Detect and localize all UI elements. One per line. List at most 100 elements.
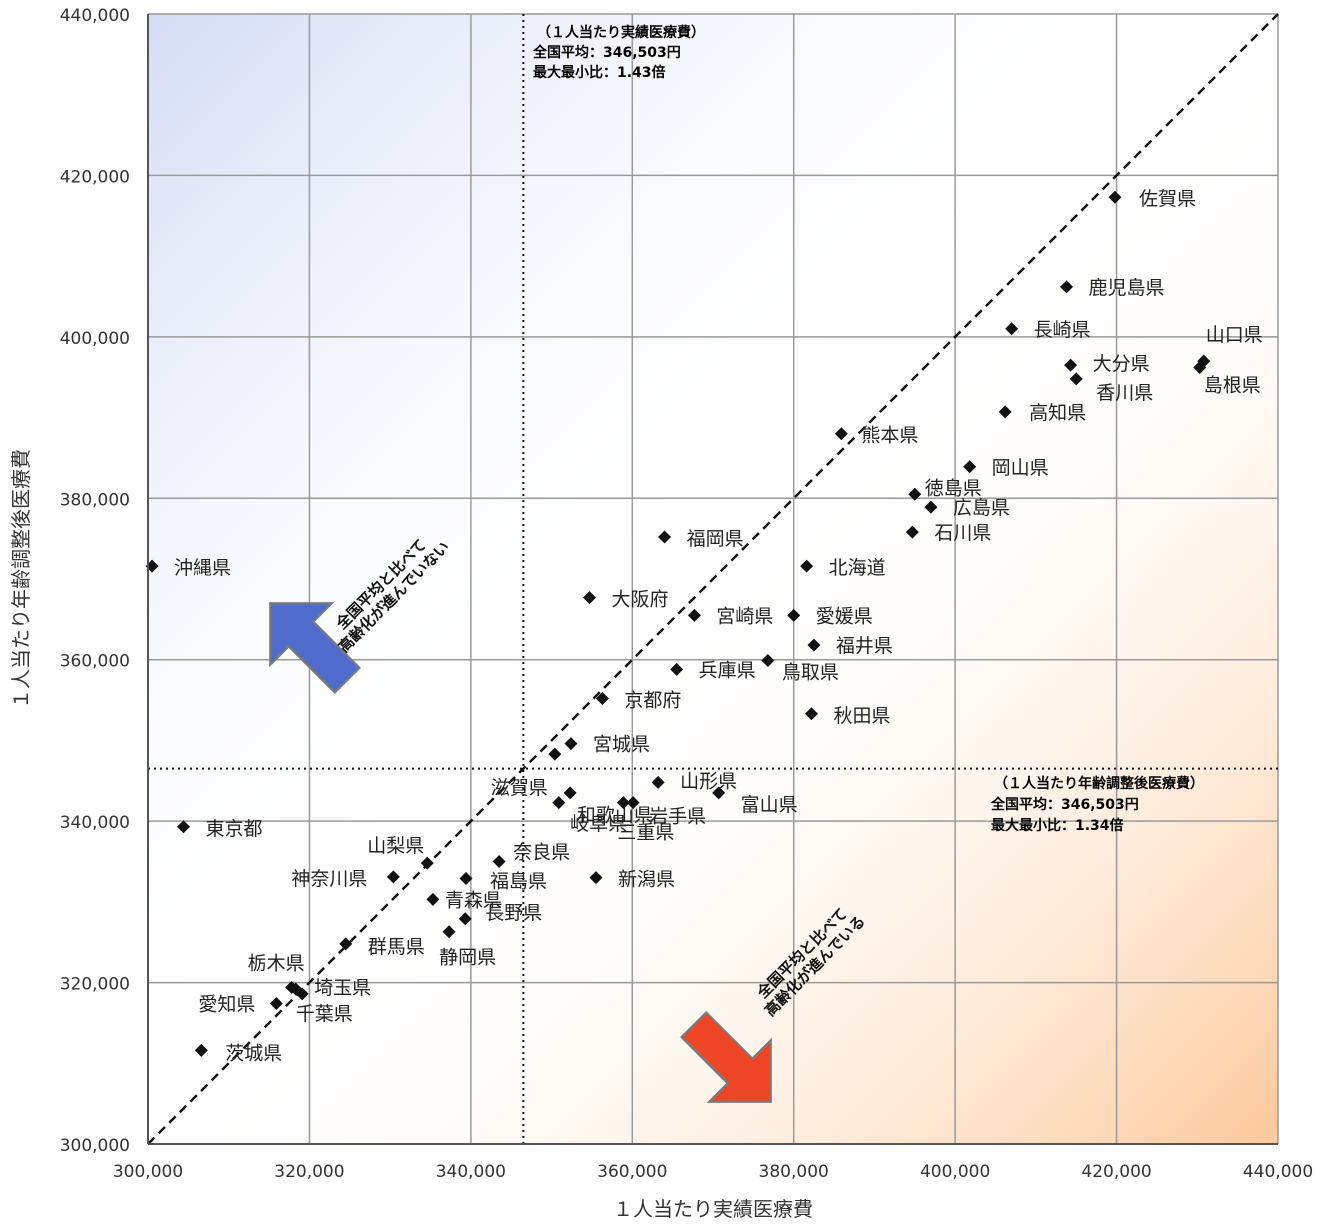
point-label: 石川県: [934, 522, 991, 544]
data-point: [442, 925, 456, 939]
point-label: 愛知県: [198, 994, 255, 1016]
data-point: [807, 638, 821, 652]
data-point: [339, 937, 353, 951]
data-point: [761, 654, 775, 668]
data-point: [616, 796, 630, 810]
point-label: 沖縄県: [174, 557, 231, 579]
point-label: 長野県: [485, 902, 542, 924]
x-tick-label: 360,000: [597, 1162, 667, 1182]
point-label: 和歌山県: [577, 805, 653, 827]
data-point: [583, 591, 597, 605]
x-ref-ratio: 最大最小比：1.43倍: [533, 64, 666, 81]
point-label: 香川県: [1096, 382, 1153, 404]
data-point: [712, 786, 726, 800]
point-label: 宮城県: [593, 734, 650, 756]
y-ref-avg: 全国平均：346,503円: [990, 796, 1139, 813]
data-point: [589, 871, 603, 885]
arrow-up-shape: [269, 602, 361, 694]
data-point: [426, 892, 440, 906]
data-point: [1064, 358, 1078, 372]
point-label: 奈良県: [513, 842, 570, 864]
data-point: [564, 737, 578, 751]
data-point: [687, 608, 701, 622]
data-point: [800, 559, 814, 573]
point-label: 東京都: [206, 818, 263, 840]
point-label: 岐阜県: [570, 813, 627, 835]
data-point: [595, 691, 609, 705]
point-label: 島根県: [1204, 375, 1261, 397]
y-tick-label: 360,000: [60, 652, 130, 672]
point-label: 富山県: [741, 794, 798, 816]
data-point: [548, 747, 562, 761]
point-label: 群馬県: [368, 936, 425, 958]
point-label: 愛媛県: [816, 605, 873, 627]
point-label: 鳥取県: [782, 662, 839, 684]
point-label: 高知県: [1029, 402, 1086, 424]
point-label: 大阪府: [612, 589, 669, 611]
data-point: [670, 662, 684, 676]
point-label: 神奈川県: [291, 868, 367, 890]
data-point: [563, 786, 577, 800]
point-label: 山口県: [1206, 324, 1263, 346]
x-tick-label: 380,000: [759, 1162, 829, 1182]
axis-ticks: 300,000 300,000 320,000 320,000 340,000 340,0…: [60, 6, 1313, 1182]
data-point: [420, 856, 434, 870]
point-label: 熊本県: [861, 425, 918, 447]
y-ref-title: （１人当たり年齢調整後医療費）: [994, 775, 1204, 792]
y-tick-label: 320,000: [60, 975, 130, 995]
data-point: [834, 427, 848, 441]
point-label: 広島県: [953, 497, 1010, 519]
data-point: [787, 608, 801, 622]
y-tick-label: 380,000: [60, 490, 130, 510]
y-ref-ratio: 最大最小比：1.34倍: [991, 817, 1124, 834]
data-point: [1069, 372, 1083, 386]
y-tick-label: 340,000: [60, 813, 130, 833]
y-tick-label: 440,000: [60, 6, 130, 26]
data-point: [1108, 190, 1122, 204]
point-label: 福島県: [490, 870, 547, 892]
data-point: [1005, 322, 1019, 336]
point-label: 山形県: [680, 770, 737, 792]
point-label: 青森県: [445, 889, 502, 911]
point-label: 鹿児島県: [1089, 277, 1165, 299]
x-tick-label: 340,000: [436, 1162, 506, 1182]
point-label: 埼玉県: [314, 977, 371, 999]
x-axis-label: １人当たり実績医療費: [613, 1197, 813, 1221]
data-point: [386, 870, 400, 884]
data-point: [289, 982, 303, 996]
data-point: [963, 460, 977, 474]
point-label: 三重県: [617, 822, 674, 844]
point-label: 千葉県: [296, 1003, 353, 1025]
data-point: [804, 707, 818, 721]
data-point: [458, 912, 472, 926]
x-ref-title: （１人当たり実績医療費）: [537, 24, 705, 41]
point-label: 岡山県: [992, 457, 1049, 479]
data-point: [626, 796, 640, 810]
x-tick-label: 440,000: [1243, 1162, 1313, 1182]
data-point: [651, 775, 665, 789]
point-label: 岩手県: [649, 806, 706, 828]
data-point: [924, 500, 938, 514]
y-axis-label: １人当たり年齢調整後医療費: [9, 449, 33, 709]
data-point: [658, 530, 672, 544]
point-label: 佐賀県: [1139, 188, 1196, 210]
reference-lines: [148, 14, 1278, 1144]
point-label: 宮崎県: [716, 605, 773, 627]
point-label: 山梨県: [367, 835, 424, 857]
arrow-down-shape: [680, 1011, 772, 1103]
point-label: 静岡県: [439, 947, 496, 969]
data-point: [459, 871, 473, 885]
x-tick-label: 400,000: [920, 1162, 990, 1182]
y-tick-label: 300,000: [60, 1136, 130, 1156]
data-point: [1193, 361, 1207, 375]
x-tick-label: 420,000: [1081, 1162, 1151, 1182]
point-label: 栃木県: [248, 952, 305, 974]
diagonal-dashed-line: [147, 13, 1279, 1145]
point-label: 長崎県: [1034, 319, 1091, 341]
x-ref-avg: 全国平均：346,503円: [532, 44, 681, 61]
point-label: 北海道: [829, 557, 886, 579]
point-label: 兵庫県: [699, 659, 756, 681]
data-point: [194, 1043, 208, 1057]
